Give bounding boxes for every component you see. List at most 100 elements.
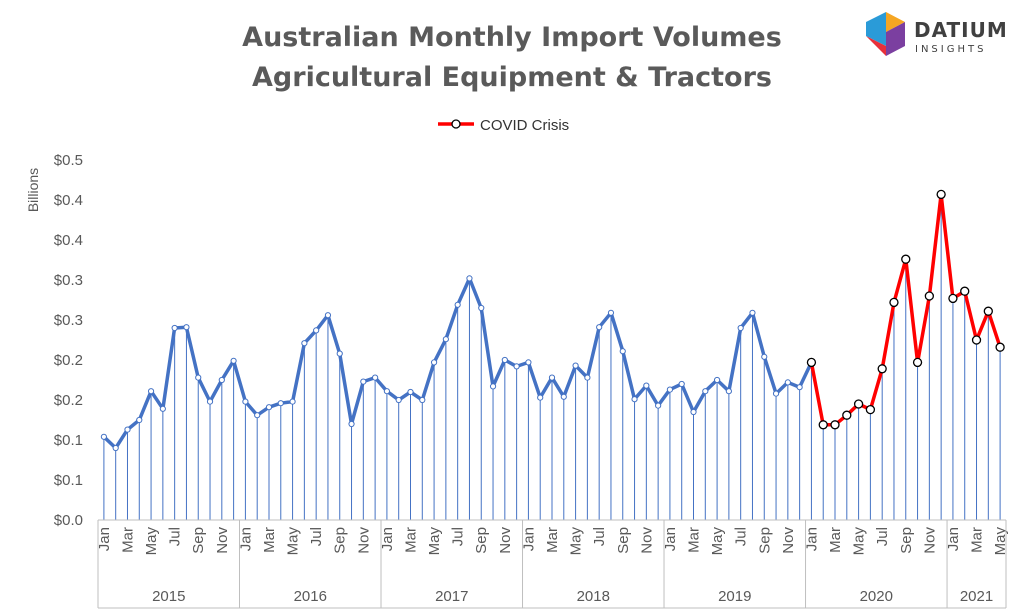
data-point-covid [924, 291, 935, 301]
y-axis: $0.0 $0.1 $0.1 $0.2 $0.2 $0.3 $0.3 $0.4 $0.4 $0.5 [54, 152, 83, 529]
data-point-covid [912, 357, 923, 368]
data-point [513, 363, 520, 370]
y-tick-label: $0.3 [54, 312, 83, 329]
x-tick-label: Sep [615, 527, 632, 554]
data-point-covid [889, 297, 899, 308]
y-axis-label: Billions [25, 168, 41, 212]
x-tick-label: Mar [261, 527, 278, 553]
x-tick-label: May [851, 527, 868, 556]
x-tick-label: Sep [898, 527, 915, 554]
x-tick-label: Mar [686, 527, 703, 553]
data-point [230, 357, 237, 364]
x-tick-label: Jan [237, 527, 254, 551]
data-point-covid [818, 420, 828, 430]
x-tick-label: Jan [803, 527, 820, 551]
logo-tagline: INSIGHTS [915, 44, 986, 55]
data-point [678, 380, 685, 388]
data-point [548, 374, 556, 381]
data-point [619, 348, 626, 355]
data-point-covid [865, 404, 876, 415]
data-point [596, 324, 603, 331]
x-tick-label: Nov [921, 527, 938, 554]
data-point [313, 327, 320, 334]
logo-mark-bottom [886, 22, 905, 56]
x-year-label: 2020 [860, 588, 893, 605]
x-tick-label: Jul [874, 527, 891, 546]
data-point [242, 398, 249, 405]
logo-name: DATIUM [914, 18, 1008, 42]
y-tick-label: $0.2 [54, 392, 83, 409]
series-markers [100, 189, 1005, 452]
data-point [560, 393, 567, 400]
data-point-covid [983, 306, 993, 316]
chart-title-line2: Agricultural Equipment & Tractors [252, 62, 772, 93]
data-point-covid [971, 335, 982, 345]
x-tick-label: Jan [96, 527, 113, 551]
data-point [525, 359, 532, 366]
logo: DATIUM INSIGHTS [866, 12, 1008, 56]
data-point [136, 416, 143, 424]
data-point [407, 388, 414, 396]
x-tick-label: Mar [969, 527, 986, 553]
x-tick-label: Jan [520, 527, 537, 551]
x-tick-label: May [143, 527, 160, 556]
legend-marker-icon [451, 119, 461, 129]
data-point [195, 374, 202, 381]
data-point [336, 350, 343, 357]
data-point-covid [960, 286, 970, 296]
stems [103, 194, 1001, 520]
y-tick-label: $0.0 [54, 512, 83, 529]
data-point [171, 324, 178, 332]
x-tick-label: Jul [591, 527, 608, 546]
data-point-covid [936, 189, 946, 200]
x-tick-label: Nov [780, 527, 797, 554]
x-tick-label: May [992, 527, 1009, 556]
data-point-covid [995, 342, 1005, 352]
data-point [655, 402, 662, 409]
x-tick-label: Sep [190, 527, 207, 554]
x-tick-label: Jan [945, 527, 962, 551]
y-tick-label: $0.1 [54, 432, 83, 449]
data-point [372, 374, 379, 381]
x-year-label: 2016 [294, 588, 327, 605]
logo-mark-left [866, 12, 886, 46]
y-tick-label: $0.1 [54, 472, 83, 489]
chart-title-line1: Australian Monthly Import Volumes [242, 22, 782, 53]
data-point-covid [842, 410, 852, 420]
x-tick-label: Nov [355, 527, 372, 554]
data-point [100, 433, 107, 440]
x-tick-label: Jul [733, 527, 750, 546]
data-point-covid [877, 364, 887, 374]
data-point [584, 374, 591, 381]
x-tick-label: Sep [473, 527, 490, 554]
y-tick-label: $0.4 [54, 192, 83, 209]
x-tick-label: Jul [308, 527, 325, 546]
data-point [478, 304, 485, 312]
data-point [454, 301, 461, 308]
x-tick-label: Sep [756, 527, 773, 554]
x-tick-label: Jan [662, 527, 679, 551]
data-point [430, 359, 438, 366]
data-point [713, 376, 721, 384]
x-year-label: 2015 [152, 588, 185, 605]
x-tick-label: Sep [332, 527, 349, 554]
x-tick-label: Mar [544, 527, 561, 553]
data-point [289, 398, 296, 405]
x-tick-label: Mar [120, 527, 137, 553]
data-point [749, 309, 756, 316]
data-point [324, 312, 332, 319]
x-tick-label: Mar [827, 527, 844, 553]
logo-mark-top [886, 12, 905, 32]
x-axis: Jan Mar May Jul Sep Nov 2015 Jan Mar May Jul Sep Nov… [96, 519, 1009, 609]
data-point [254, 412, 261, 419]
data-point [301, 340, 308, 347]
data-point [761, 353, 768, 360]
data-point [159, 405, 166, 412]
y-tick-label: $0.2 [54, 352, 83, 369]
data-point [796, 384, 803, 391]
x-tick-label: Nov [497, 527, 514, 554]
logo-mark-accent [866, 36, 886, 56]
data-point-covid [948, 293, 958, 304]
data-point [277, 400, 284, 407]
